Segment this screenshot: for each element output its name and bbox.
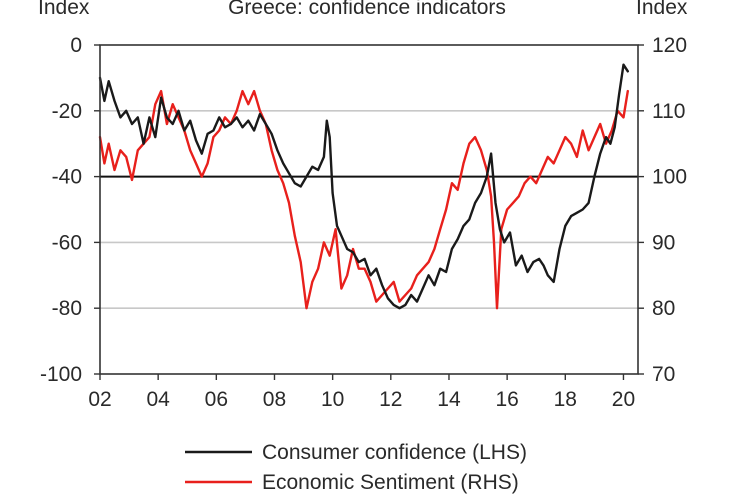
x-tick-label: 06 xyxy=(205,388,228,411)
right-tick-label: 120 xyxy=(652,34,687,57)
legend-label-sentiment: Economic Sentiment (RHS) xyxy=(262,471,519,494)
x-tick-label: 18 xyxy=(554,388,577,411)
series-layer xyxy=(98,63,629,310)
left-tick-label: -60 xyxy=(52,231,82,254)
left-tick-label: -100 xyxy=(40,363,82,386)
plot-frame xyxy=(99,44,639,375)
right-tick-label: 100 xyxy=(652,166,687,189)
x-tick-label: 02 xyxy=(88,388,111,411)
grid-layer xyxy=(100,110,638,310)
x-tick-label: 20 xyxy=(612,388,635,411)
x-tick-label: 14 xyxy=(437,388,461,411)
left-tick-label: -40 xyxy=(52,166,82,189)
right-tick-label: 80 xyxy=(652,297,675,320)
x-tick-label: 04 xyxy=(146,388,170,411)
right-axis-title: Index xyxy=(636,0,688,19)
right-tick-label: 110 xyxy=(652,100,685,123)
left-tick-label: -80 xyxy=(52,297,82,320)
x-tick-label: 10 xyxy=(321,388,344,411)
legend: Consumer confidence (LHS) Economic Senti… xyxy=(185,441,527,494)
left-tick-label: -20 xyxy=(52,100,82,123)
legend-label-consumer: Consumer confidence (LHS) xyxy=(262,441,527,464)
series-line-economic-sentiment xyxy=(98,89,629,310)
left-tick-label: 0 xyxy=(70,34,82,57)
left-axis-title: Index xyxy=(38,0,90,19)
right-tick-label: 70 xyxy=(652,363,675,386)
x-tick-label: 16 xyxy=(495,388,518,411)
series-line-consumer-confidence xyxy=(98,63,629,310)
chart-title: Greece: confidence indicators xyxy=(228,0,506,19)
x-tick-label: 12 xyxy=(379,388,402,411)
right-tick-label: 90 xyxy=(652,231,675,254)
x-tick-label: 08 xyxy=(263,388,286,411)
axis-layer: 0 -20 -40 -60 -80 -100 120 110 100 90 80 70 02 04 06 08… xyxy=(40,34,687,411)
